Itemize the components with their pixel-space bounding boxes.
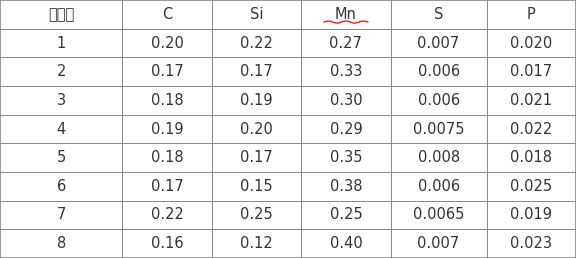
Text: 7: 7	[56, 207, 66, 222]
Text: 0.0075: 0.0075	[413, 122, 464, 136]
Text: 0.17: 0.17	[151, 64, 184, 79]
Text: 2: 2	[56, 64, 66, 79]
Text: 0.38: 0.38	[329, 179, 362, 194]
Text: 0.20: 0.20	[240, 122, 273, 136]
Text: 0.29: 0.29	[329, 122, 362, 136]
Text: 0.008: 0.008	[418, 150, 460, 165]
Text: 0.30: 0.30	[329, 93, 362, 108]
Text: C: C	[162, 7, 172, 22]
Text: 0.40: 0.40	[329, 236, 362, 251]
Text: 0.25: 0.25	[329, 207, 362, 222]
Text: 0.19: 0.19	[151, 122, 184, 136]
Text: 0.18: 0.18	[151, 150, 184, 165]
Text: 0.12: 0.12	[240, 236, 273, 251]
Text: 0.17: 0.17	[240, 64, 273, 79]
Text: 1: 1	[56, 36, 66, 51]
Text: 0.020: 0.020	[510, 36, 552, 51]
Text: 0.18: 0.18	[151, 93, 184, 108]
Text: 0.19: 0.19	[240, 93, 273, 108]
Text: 0.007: 0.007	[418, 36, 460, 51]
Text: 3: 3	[56, 93, 66, 108]
Text: 8: 8	[56, 236, 66, 251]
Text: 0.15: 0.15	[240, 179, 273, 194]
Text: P: P	[527, 7, 536, 22]
Text: 0.022: 0.022	[510, 122, 552, 136]
Text: 0.17: 0.17	[240, 150, 273, 165]
Text: 0.0065: 0.0065	[413, 207, 464, 222]
Text: 0.35: 0.35	[329, 150, 362, 165]
Text: Mn: Mn	[335, 7, 357, 22]
Text: 0.007: 0.007	[418, 236, 460, 251]
Text: 0.16: 0.16	[151, 236, 184, 251]
Text: S: S	[434, 7, 444, 22]
Text: 0.017: 0.017	[510, 64, 552, 79]
Text: 0.22: 0.22	[151, 207, 184, 222]
Text: 0.25: 0.25	[240, 207, 273, 222]
Text: 0.023: 0.023	[510, 236, 552, 251]
Text: 6: 6	[56, 179, 66, 194]
Text: 0.018: 0.018	[510, 150, 552, 165]
Text: 0.20: 0.20	[151, 36, 184, 51]
Text: 0.006: 0.006	[418, 64, 460, 79]
Text: 5: 5	[56, 150, 66, 165]
Text: 0.006: 0.006	[418, 179, 460, 194]
Text: 0.019: 0.019	[510, 207, 552, 222]
Text: Si: Si	[250, 7, 263, 22]
Text: 实施例: 实施例	[48, 7, 74, 22]
Text: 0.33: 0.33	[329, 64, 362, 79]
Text: 0.22: 0.22	[240, 36, 273, 51]
Text: 4: 4	[56, 122, 66, 136]
Text: 0.021: 0.021	[510, 93, 552, 108]
Text: 0.17: 0.17	[151, 179, 184, 194]
Text: 0.006: 0.006	[418, 93, 460, 108]
Text: 0.27: 0.27	[329, 36, 362, 51]
Text: 0.025: 0.025	[510, 179, 552, 194]
